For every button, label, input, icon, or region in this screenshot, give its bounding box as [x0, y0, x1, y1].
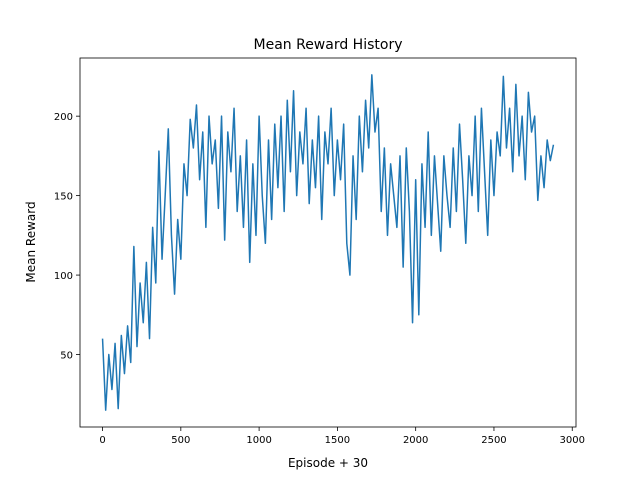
- x-tick-label: 500: [171, 435, 190, 446]
- x-tick-label: 0: [99, 435, 105, 446]
- x-tick-label: 2000: [403, 435, 428, 446]
- y-tick-label: 100: [54, 271, 73, 282]
- y-tick-label: 150: [54, 192, 73, 203]
- x-tick-label: 2500: [481, 435, 506, 446]
- chart-title: Mean Reward History: [254, 37, 403, 53]
- x-tick-label: 1500: [325, 435, 350, 446]
- y-tick-label: 200: [54, 112, 73, 123]
- x-axis-label: Episode + 30: [288, 456, 368, 470]
- data-line: [101, 74, 555, 411]
- y-axis-label: Mean Reward: [24, 201, 38, 282]
- x-tick-label: 3000: [560, 435, 585, 446]
- x-tick-label: 1000: [246, 435, 271, 446]
- y-tick-label: 50: [60, 351, 73, 362]
- plot-frame: [79, 57, 577, 428]
